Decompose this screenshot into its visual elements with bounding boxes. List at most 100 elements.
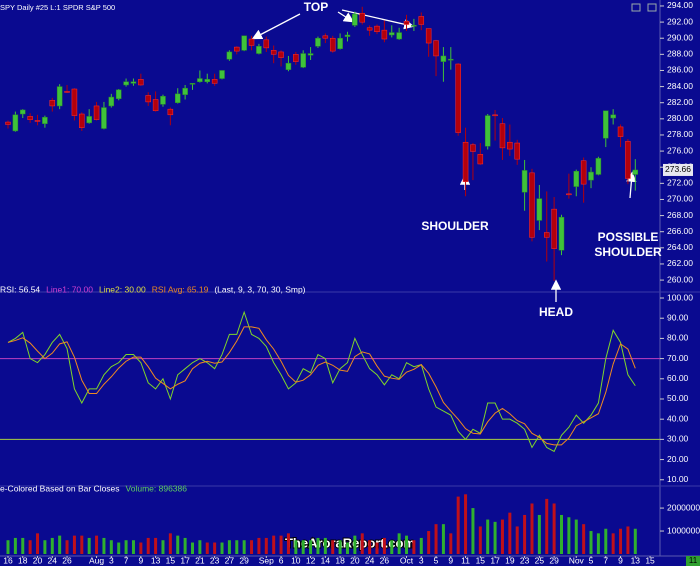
candle-body	[145, 95, 151, 103]
candle-body	[337, 37, 343, 49]
candle-body	[322, 35, 329, 39]
volume-bar	[87, 537, 91, 554]
volume-bar	[633, 528, 637, 554]
volume-bar	[235, 540, 239, 554]
x-tick-label: 21	[195, 555, 205, 565]
candle-body	[595, 158, 602, 175]
volume-bar	[21, 537, 25, 554]
candle-body	[108, 96, 115, 107]
candle-body	[248, 38, 255, 46]
candle-body	[558, 216, 565, 251]
candle-body	[211, 79, 218, 84]
volume-bar	[301, 540, 305, 554]
volume-bar	[523, 514, 527, 554]
candle-body	[130, 81, 137, 84]
y-tick-label: 80.00	[667, 333, 689, 343]
volume-bar	[80, 535, 84, 554]
candle-body	[484, 115, 491, 147]
volume-bar	[626, 526, 630, 554]
icon[interactable]	[631, 3, 641, 12]
candle-body	[359, 12, 365, 23]
candle-body	[448, 58, 454, 61]
legend-entry: RSI Avg: 65.19	[152, 284, 209, 294]
volume-bar	[589, 531, 593, 554]
x-tick-label: 16	[3, 555, 13, 565]
volume-bar	[323, 537, 327, 554]
volume-bar	[456, 496, 460, 554]
candle-body	[285, 62, 292, 70]
volume-bar	[65, 540, 69, 554]
y-tick-label: 288.00	[667, 49, 693, 59]
volume-bar	[405, 535, 409, 554]
candle-body	[315, 37, 321, 47]
x-tick-label: 24	[48, 555, 58, 565]
y-tick-label: 50.00	[667, 393, 689, 403]
y-tick-label: 10.00	[667, 474, 689, 484]
volume-bar	[36, 533, 40, 554]
candle-body	[425, 28, 432, 44]
x-tick-label: 27	[225, 555, 235, 565]
candle-body	[455, 63, 461, 133]
candle-body	[234, 46, 240, 52]
x-tick-label: Sep	[259, 555, 274, 565]
volume-bar	[427, 531, 431, 554]
volume-bar	[213, 542, 217, 554]
candle-body	[27, 116, 33, 120]
icon[interactable]	[647, 3, 657, 12]
candle-body	[403, 21, 410, 25]
candle-body	[226, 51, 233, 60]
legend-entry: Line2: 30.00	[99, 284, 146, 294]
last-price: 273.66	[665, 164, 691, 174]
volume-bar	[6, 540, 10, 554]
y-tick-label: 20000000	[667, 502, 700, 512]
candle-body	[374, 25, 380, 33]
x-tick-label: 18	[18, 555, 28, 565]
candle-body	[270, 50, 277, 55]
volume-bar	[227, 540, 231, 554]
y-tick-label: 100.00	[667, 292, 693, 302]
candle-body	[152, 99, 159, 112]
candle-body	[293, 54, 299, 62]
x-tick-label: 23	[210, 555, 220, 565]
x-tick-label: 6	[279, 555, 284, 565]
volume-bar	[117, 542, 121, 554]
candle-body	[20, 109, 26, 115]
candle-body	[440, 55, 447, 62]
candle-body	[123, 81, 129, 86]
annotation: TOP	[303, 0, 329, 14]
volume-bar	[596, 533, 600, 554]
volume-bar	[515, 526, 519, 554]
volume-bar	[154, 537, 158, 554]
candle-body	[189, 83, 196, 85]
volume-bar	[72, 535, 76, 554]
candle-body	[566, 193, 572, 196]
volume-bar	[338, 540, 342, 554]
y-tick-label: 262.00	[667, 258, 693, 268]
candle-body	[263, 39, 270, 49]
y-tick-label: 90.00	[667, 312, 689, 322]
volume-bar	[449, 533, 453, 554]
volume-bar	[464, 494, 468, 554]
candle-body	[617, 126, 624, 137]
y-tick-label: 40.00	[667, 413, 689, 423]
y-tick-label: 260.00	[667, 274, 693, 284]
volume-bar	[441, 524, 445, 554]
volume-bar	[309, 540, 313, 554]
volume-bar	[382, 537, 386, 554]
volume-bar	[95, 535, 99, 554]
volume-bar	[604, 528, 608, 554]
y-tick-label: 264.00	[667, 242, 693, 252]
legend-entry: Line1: 70.00	[46, 284, 93, 294]
volume-bar	[316, 537, 320, 554]
x-tick-label: 13	[631, 555, 641, 565]
candle-body	[12, 114, 19, 132]
rsi-line	[7, 326, 636, 446]
candle-body	[182, 87, 188, 95]
candle-body	[34, 120, 41, 122]
y-tick-label: 284.00	[667, 81, 693, 91]
x-tick-label: Oct	[400, 555, 414, 565]
candle-body	[352, 13, 358, 26]
volume-bar	[109, 540, 113, 554]
